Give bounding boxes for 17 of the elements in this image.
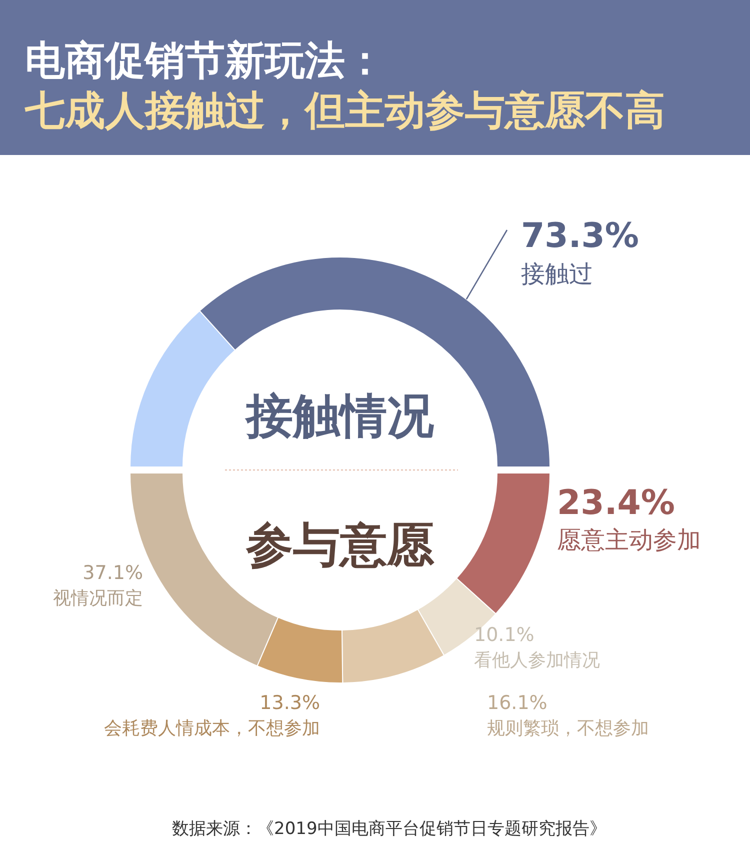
category-label: 愿意主动参加: [557, 526, 701, 554]
value-label: 16.1%: [487, 692, 548, 714]
category-label: 会耗费人情成本，不想参加: [104, 718, 320, 739]
center-label: 接触情况: [246, 389, 434, 444]
category-label: 规则繁琐，不想参加: [487, 718, 649, 739]
note: 数据来源：《2019中国电商平台促销节日专题研究报告》: [172, 819, 606, 839]
category-label: 接触过: [521, 260, 593, 288]
title: 电商促销节新玩法：: [25, 38, 385, 84]
subtitle: 七成人接触过，但主动参与意愿不高: [25, 88, 665, 134]
value-label: 23.4%: [557, 483, 675, 523]
value-label: 10.1%: [474, 624, 534, 646]
category-label: 看他人参加情况: [474, 650, 600, 671]
value-label: 37.1%: [82, 562, 143, 584]
category-label: 视情况而定: [53, 588, 143, 609]
center-label: 参与意愿: [246, 518, 434, 573]
value-label: 13.3%: [260, 692, 320, 714]
value-label: 73.3%: [521, 216, 639, 256]
